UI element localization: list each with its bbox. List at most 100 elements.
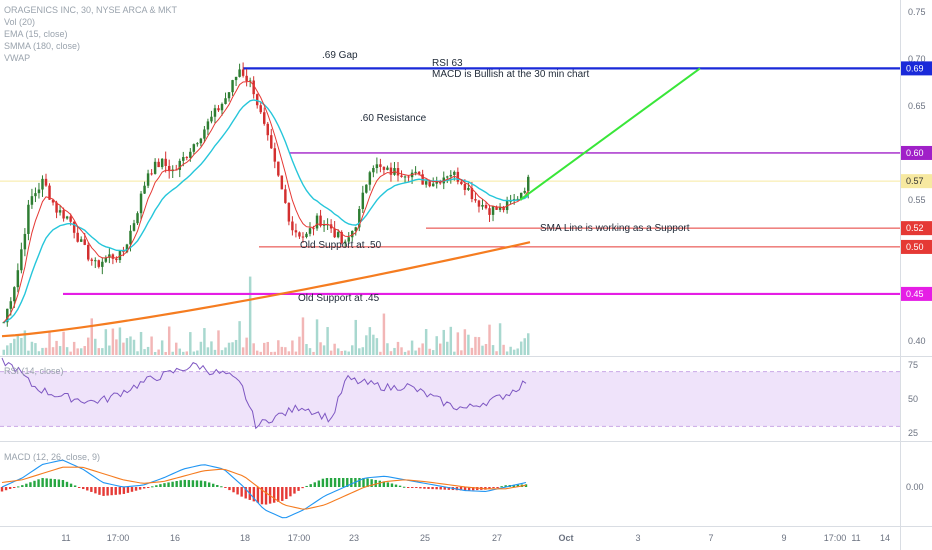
- legend-smma[interactable]: SMMA (180, close): [4, 41, 81, 51]
- candle-body: [414, 171, 417, 173]
- candle-body: [196, 143, 199, 145]
- macd-histogram-bar: [216, 484, 219, 487]
- volume-bar: [139, 331, 143, 355]
- macd-histogram-bar: [272, 487, 276, 503]
- volume-bar: [417, 347, 421, 355]
- macd-histogram-bar: [289, 487, 292, 497]
- candle-body: [361, 192, 365, 210]
- volume-bar: [329, 350, 333, 355]
- candle-body: [9, 301, 13, 309]
- macd-tick: 0.00: [906, 482, 924, 492]
- annotation-label: RSI 63: [432, 58, 463, 69]
- macd-histogram-bar: [264, 487, 268, 505]
- volume-bar: [248, 276, 252, 355]
- macd-histogram-bar: [171, 481, 174, 487]
- candle-body: [118, 250, 122, 261]
- volume-bar: [108, 345, 111, 355]
- rsi-tick: 75: [908, 360, 918, 370]
- smma-line: [1, 241, 531, 338]
- candle-body: [199, 138, 203, 144]
- volume-bar: [488, 324, 491, 355]
- volume-bar: [13, 338, 16, 355]
- macd-histogram-bar: [224, 487, 227, 488]
- legend-ema[interactable]: EMA (15, close): [4, 29, 68, 39]
- macd-histogram-bar: [407, 487, 410, 488]
- candle-body: [206, 121, 210, 130]
- volume-bar: [435, 336, 438, 355]
- macd-histogram-bar: [147, 487, 150, 488]
- price-tick: 0.55: [908, 195, 926, 205]
- candle-body: [160, 158, 164, 168]
- candle-body: [139, 193, 143, 214]
- legend-vol[interactable]: Vol (20): [4, 17, 36, 27]
- time-tick: 17:00: [107, 533, 130, 543]
- candle-body: [403, 176, 407, 178]
- candle-body: [90, 259, 93, 261]
- volume-bar: [361, 347, 365, 355]
- macd-label[interactable]: MACD (12, 26, close, 9): [4, 452, 101, 462]
- volume-bar: [224, 347, 227, 355]
- volume-bar: [407, 350, 410, 355]
- candle-body: [125, 244, 129, 253]
- volume-bar: [196, 350, 199, 355]
- price-badge-label: 0.52: [906, 223, 924, 233]
- rsi-label[interactable]: RSI (14, close): [4, 366, 64, 376]
- volume-bar: [83, 346, 86, 355]
- volume-bar: [79, 348, 83, 355]
- volume-bar: [368, 327, 372, 355]
- volume-bar: [442, 329, 445, 355]
- price-tick: 0.65: [908, 101, 926, 111]
- volume-bar: [62, 331, 65, 355]
- macd-histogram-bar: [17, 486, 20, 488]
- volume-bar: [375, 338, 379, 355]
- macd-histogram-bar: [504, 485, 507, 487]
- macd-histogram-bar: [212, 483, 215, 487]
- price-axis: 0.750.700.650.600.550.500.450.400.690.60…: [901, 7, 932, 346]
- volume-bar: [351, 345, 354, 355]
- volume-bar: [160, 340, 164, 355]
- macd-histogram-bar: [492, 487, 495, 488]
- volume-bar: [491, 345, 495, 355]
- annotation-label: MACD is Bullish at the 30 min chart: [432, 69, 590, 80]
- candle-body: [284, 189, 287, 203]
- candle-body: [104, 257, 108, 262]
- candle-body: [65, 216, 69, 219]
- horizontal-levels: [0, 67, 900, 296]
- legend-vwap[interactable]: VWAP: [4, 53, 31, 63]
- candle-body: [516, 198, 519, 200]
- candle-body: [460, 181, 463, 184]
- volume-bar: [41, 347, 44, 355]
- volume-bar: [104, 329, 108, 355]
- candle-body: [217, 108, 220, 111]
- volume-bars: [2, 276, 530, 355]
- volume-bar: [333, 343, 336, 355]
- volume-bar: [157, 349, 160, 355]
- macd-histogram-bar: [358, 478, 361, 487]
- macd-histogram-bar: [191, 480, 195, 487]
- macd-histogram-bar: [33, 480, 36, 487]
- candle-body: [83, 239, 86, 245]
- candle-body: [396, 168, 400, 176]
- macd-histogram-bar: [419, 487, 422, 489]
- candle-body: [34, 193, 37, 197]
- macd-histogram-bar: [228, 487, 231, 491]
- candle-body: [255, 94, 259, 106]
- candle-body: [16, 270, 20, 288]
- rsi-pane: 75 50 25: [0, 357, 918, 438]
- candle-body: [238, 69, 241, 77]
- candle-body: [108, 254, 111, 258]
- macd-histogram-bar: [325, 478, 329, 487]
- macd-histogram-bar: [175, 481, 178, 487]
- candle-body: [477, 200, 481, 207]
- volume-bar: [410, 340, 414, 355]
- price-badge-label: 0.45: [906, 289, 924, 299]
- macd-histogram-bar: [488, 487, 491, 489]
- candle-body: [146, 173, 150, 186]
- macd-histogram-bar: [443, 487, 446, 490]
- macd-histogram-bar: [236, 487, 239, 495]
- candle-body: [280, 175, 284, 190]
- volume-bar: [498, 323, 502, 355]
- candle-body: [227, 92, 231, 99]
- candle-body: [372, 168, 375, 173]
